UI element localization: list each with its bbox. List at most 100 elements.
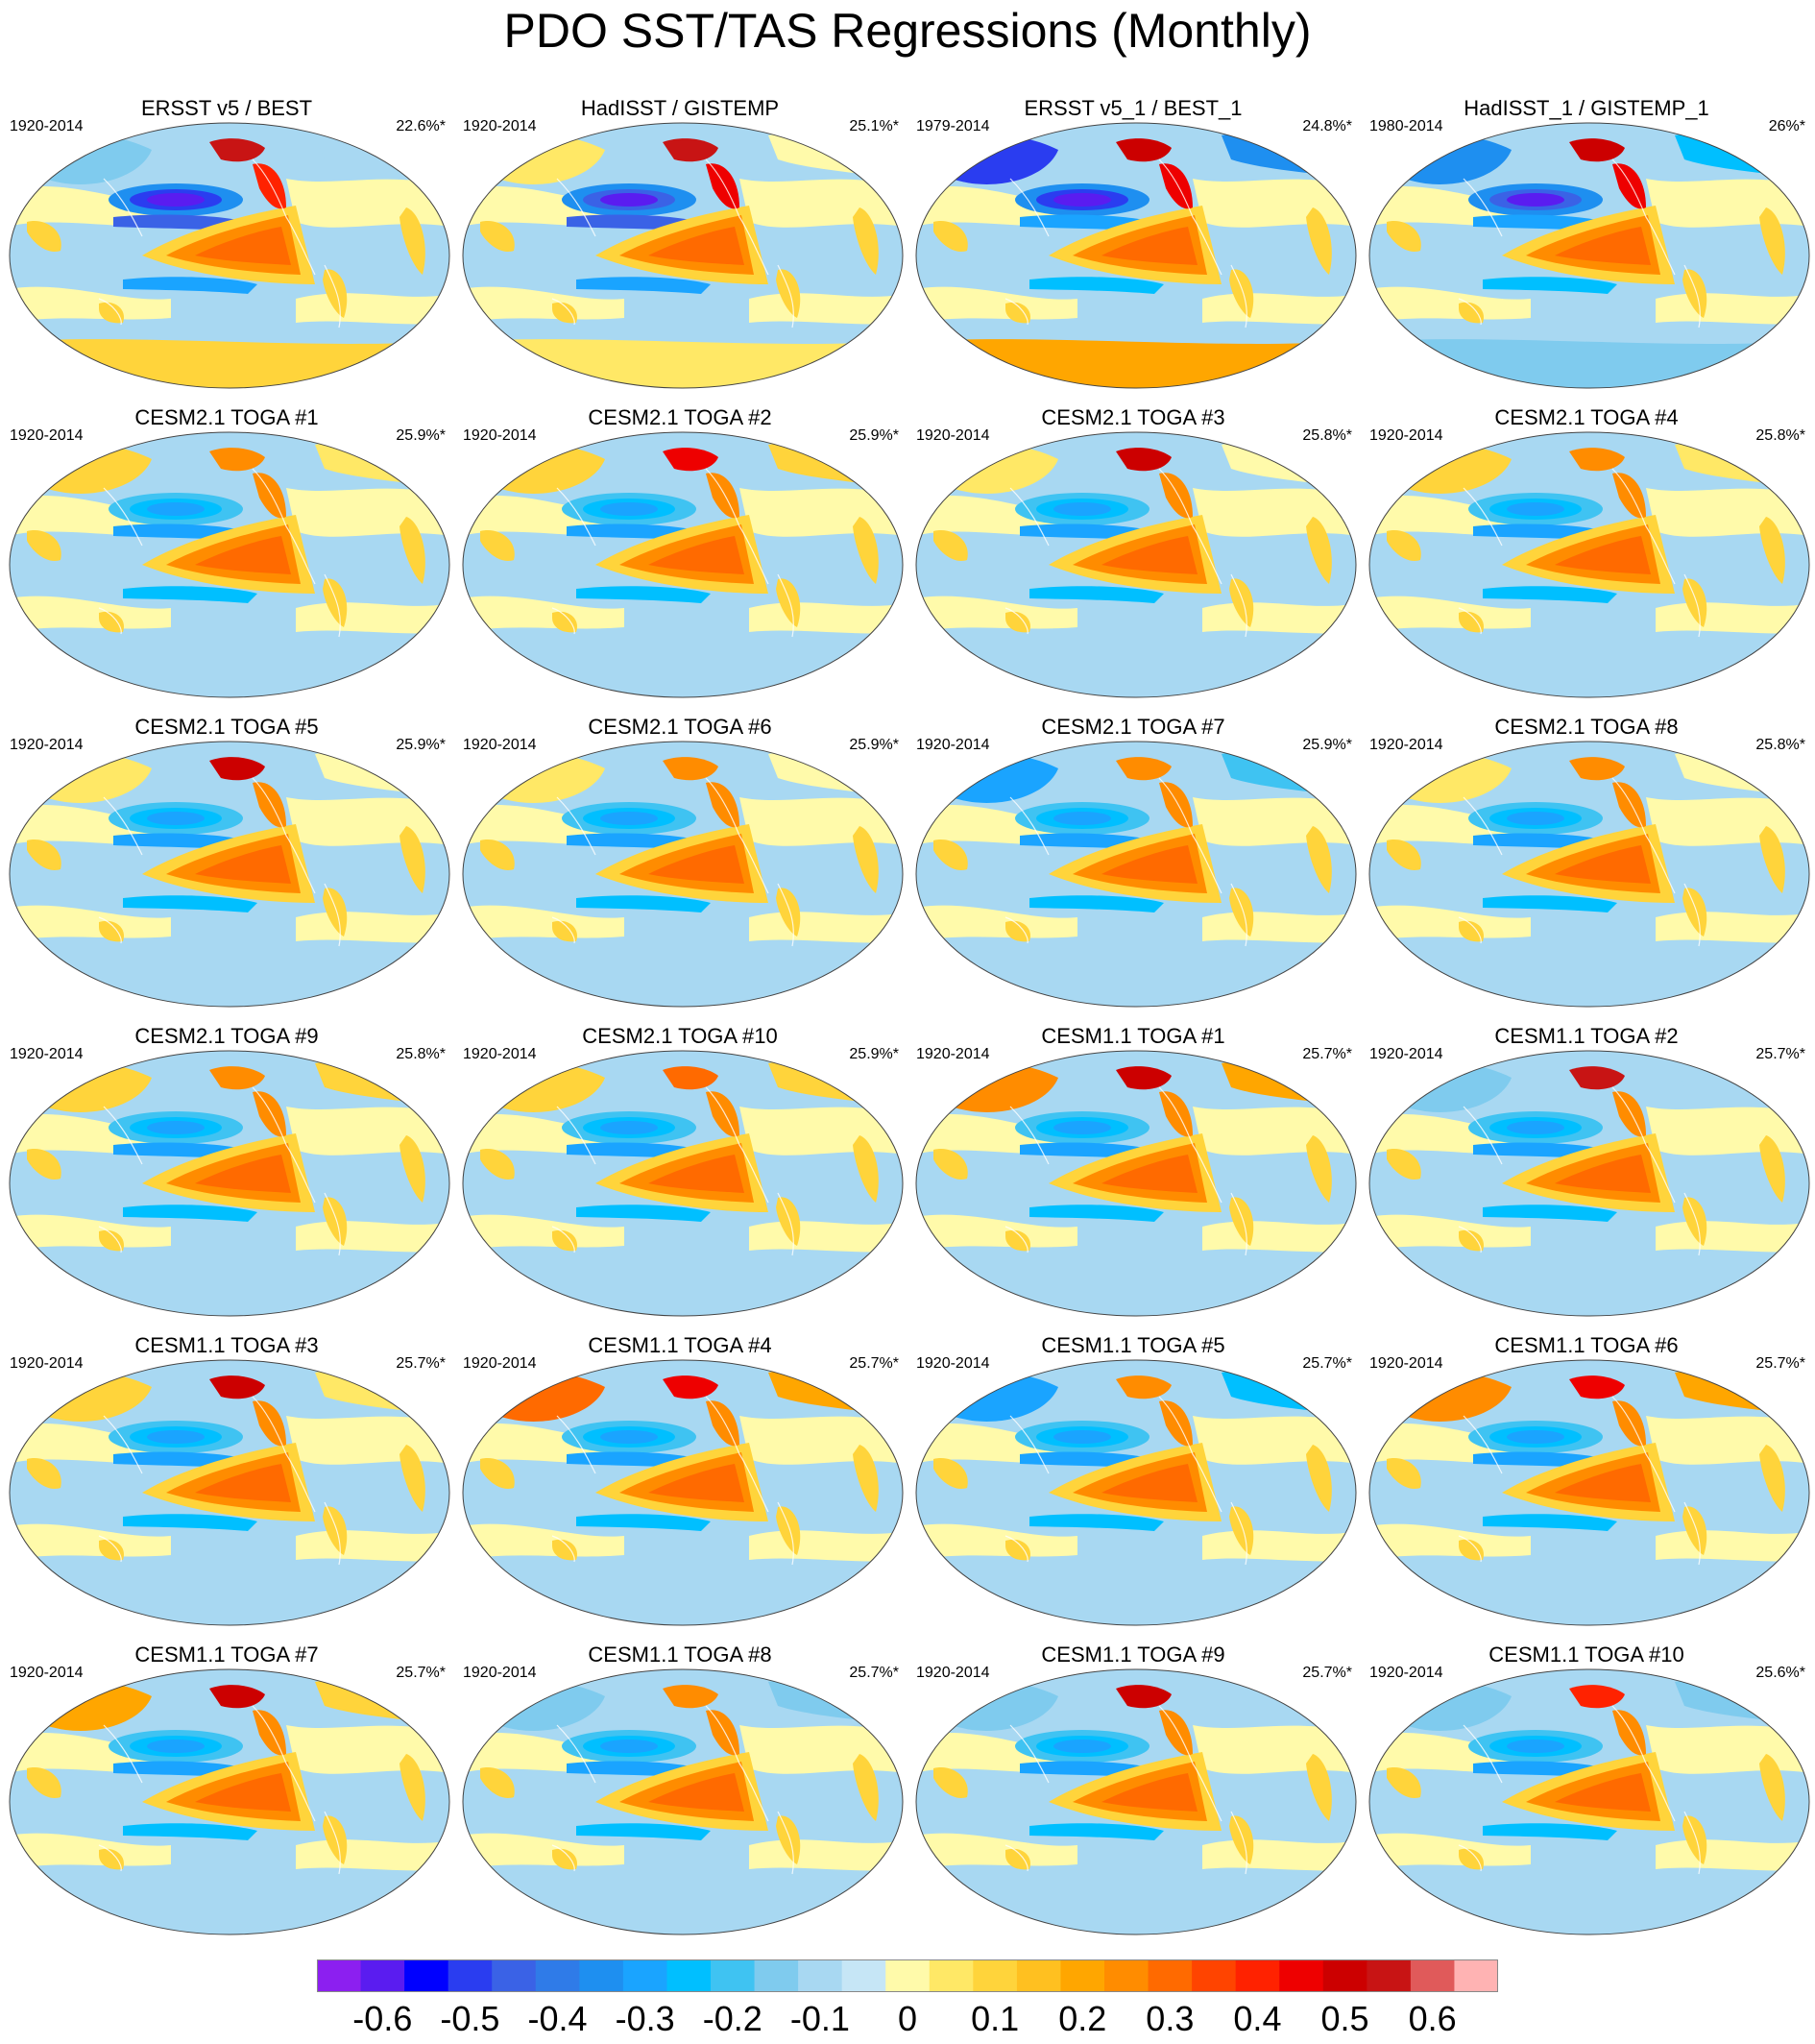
panel-years: 1920-2014: [916, 427, 990, 444]
map-panel: CESM1.1 TOGA #5 1920-2014 25.7%*: [907, 1326, 1360, 1635]
panel-variance-pct: 25.9%*: [396, 427, 446, 444]
regression-map: [462, 741, 904, 1008]
panel-variance-pct: 25.7%*: [1755, 1046, 1805, 1062]
colorbar-bin: [317, 1959, 362, 1992]
panel-years: 1980-2014: [1369, 118, 1443, 134]
regression-map: [1368, 1359, 1810, 1626]
regression-map: [1368, 1050, 1810, 1317]
regression-map: [462, 1359, 904, 1626]
panel-years: 1920-2014: [916, 1046, 990, 1062]
regression-map: [9, 1359, 450, 1626]
panel-title: CESM1.1 TOGA #5: [1041, 1333, 1225, 1357]
colorbar-bin: [1016, 1959, 1061, 1992]
map-panel: CESM2.1 TOGA #6 1920-2014 25.9%*: [453, 707, 907, 1016]
panel-variance-pct: 26%*: [1768, 118, 1805, 134]
panel-years: 1920-2014: [1369, 427, 1443, 444]
regression-map: [1368, 741, 1810, 1008]
colorbar-tick-label: -0.5: [440, 1999, 500, 2038]
regression-map: [9, 431, 450, 698]
colorbar-bin: [754, 1959, 799, 1992]
colorbar-tick-label: -0.4: [527, 1999, 588, 2038]
panel-variance-pct: 25.7%*: [849, 1355, 899, 1372]
regression-map: [9, 122, 450, 389]
map-panel: CESM2.1 TOGA #1 1920-2014 25.9%*: [0, 398, 453, 707]
regression-map: [9, 1050, 450, 1317]
map-panel: CESM1.1 TOGA #2 1920-2014 25.7%*: [1360, 1016, 1813, 1326]
colorbar: [317, 1959, 1498, 1992]
regression-map: [462, 122, 904, 389]
colorbar-tick-label: -0.6: [352, 1999, 413, 2038]
map-panel: CESM2.1 TOGA #10 1920-2014 25.9%*: [453, 1016, 907, 1326]
regression-map: [915, 122, 1357, 389]
regression-map: [9, 1668, 450, 1935]
regression-map: [1368, 122, 1810, 389]
map-panel: CESM1.1 TOGA #1 1920-2014 25.7%*: [907, 1016, 1360, 1326]
map-panel: HadISST_1 / GISTEMP_1 1980-2014 26%*: [1360, 88, 1813, 398]
map-panel: CESM1.1 TOGA #4 1920-2014 25.7%*: [453, 1326, 907, 1635]
colorbar-bin: [885, 1959, 931, 1992]
regression-map: [1368, 431, 1810, 698]
panel-years: 1920-2014: [10, 118, 84, 134]
panel-title: ERSST v5_1 / BEST_1: [1024, 96, 1243, 120]
map-panel: CESM1.1 TOGA #7 1920-2014 25.7%*: [0, 1635, 453, 1944]
panel-years: 1920-2014: [10, 737, 84, 753]
panel-variance-pct: 25.9%*: [1302, 737, 1352, 753]
panel-title: CESM2.1 TOGA #9: [134, 1024, 319, 1048]
panel-variance-pct: 25.8%*: [1302, 427, 1352, 444]
panel-variance-pct: 25.8%*: [396, 1046, 446, 1062]
panel-variance-pct: 25.7%*: [1302, 1046, 1352, 1062]
panel-years: 1920-2014: [916, 1665, 990, 1681]
panel-years: 1920-2014: [1369, 1665, 1443, 1681]
colorbar-bin: [404, 1959, 449, 1992]
panel-title: CESM2.1 TOGA #2: [588, 405, 772, 429]
colorbar-bin: [798, 1959, 843, 1992]
panel-years: 1920-2014: [10, 1355, 84, 1372]
figure-title: PDO SST/TAS Regressions (Monthly): [503, 4, 1312, 58]
regression-map: [462, 431, 904, 698]
colorbar-bin: [448, 1959, 493, 1992]
panel-title: CESM1.1 TOGA #10: [1488, 1642, 1684, 1667]
map-panel: CESM1.1 TOGA #10 1920-2014 25.6%*: [1360, 1635, 1813, 1944]
panel-title: CESM2.1 TOGA #10: [582, 1024, 778, 1048]
colorbar-tick-label: 0.3: [1146, 1999, 1195, 2038]
panel-variance-pct: 25.6%*: [1755, 1665, 1805, 1681]
colorbar-labels: -0.6 -0.5 -0.4 -0.3 -0.2 -0.1 0 0.1 0.2 0.3 0.4 0.5…: [0, 2000, 1815, 2044]
map-panel: CESM2.1 TOGA #7 1920-2014 25.9%*: [907, 707, 1360, 1016]
panel-title: CESM2.1 TOGA #7: [1041, 715, 1225, 739]
colorbar-bin: [1367, 1959, 1412, 1992]
panel-years: 1920-2014: [1369, 1355, 1443, 1372]
map-panel: CESM2.1 TOGA #3 1920-2014 25.8%*: [907, 398, 1360, 707]
map-panel: CESM2.1 TOGA #9 1920-2014 25.8%*: [0, 1016, 453, 1326]
panel-variance-pct: 25.9%*: [396, 737, 446, 753]
panel-years: 1920-2014: [463, 1665, 537, 1681]
panel-title: CESM1.1 TOGA #3: [134, 1333, 319, 1357]
panel-variance-pct: 25.9%*: [849, 1046, 899, 1062]
colorbar-tick-label: -0.1: [789, 1999, 850, 2038]
colorbar-bin: [579, 1959, 624, 1992]
colorbar-bin: [492, 1959, 537, 1992]
panel-variance-pct: 25.7%*: [396, 1665, 446, 1681]
panel-title: CESM1.1 TOGA #8: [588, 1642, 772, 1667]
colorbar-tick-label: 0.4: [1233, 1999, 1282, 2038]
colorbar-tick-label: -0.3: [615, 1999, 675, 2038]
panel-years: 1920-2014: [463, 427, 537, 444]
panel-years: 1920-2014: [463, 1046, 537, 1062]
colorbar-bin: [1454, 1959, 1498, 1992]
colorbar-bin: [929, 1959, 974, 1992]
colorbar-bin: [1322, 1959, 1367, 1992]
panel-variance-pct: 25.9%*: [849, 427, 899, 444]
colorbar-bin: [1192, 1959, 1237, 1992]
map-panel: CESM1.1 TOGA #9 1920-2014 25.7%*: [907, 1635, 1360, 1944]
map-panel: CESM2.1 TOGA #8 1920-2014 25.8%*: [1360, 707, 1813, 1016]
regression-map: [915, 431, 1357, 698]
panel-years: 1920-2014: [463, 1355, 537, 1372]
colorbar-bin: [973, 1959, 1018, 1992]
map-panel: ERSST v5 / BEST 1920-2014 22.6%*: [0, 88, 453, 398]
colorbar-bin: [360, 1959, 405, 1992]
colorbar-tick-label: 0.2: [1058, 1999, 1107, 2038]
panel-title: HadISST_1 / GISTEMP_1: [1464, 96, 1709, 120]
panel-title: CESM2.1 TOGA #1: [134, 405, 319, 429]
map-panel: CESM2.1 TOGA #5 1920-2014 25.9%*: [0, 707, 453, 1016]
colorbar-bin: [841, 1959, 886, 1992]
panel-title: CESM2.1 TOGA #4: [1494, 405, 1679, 429]
